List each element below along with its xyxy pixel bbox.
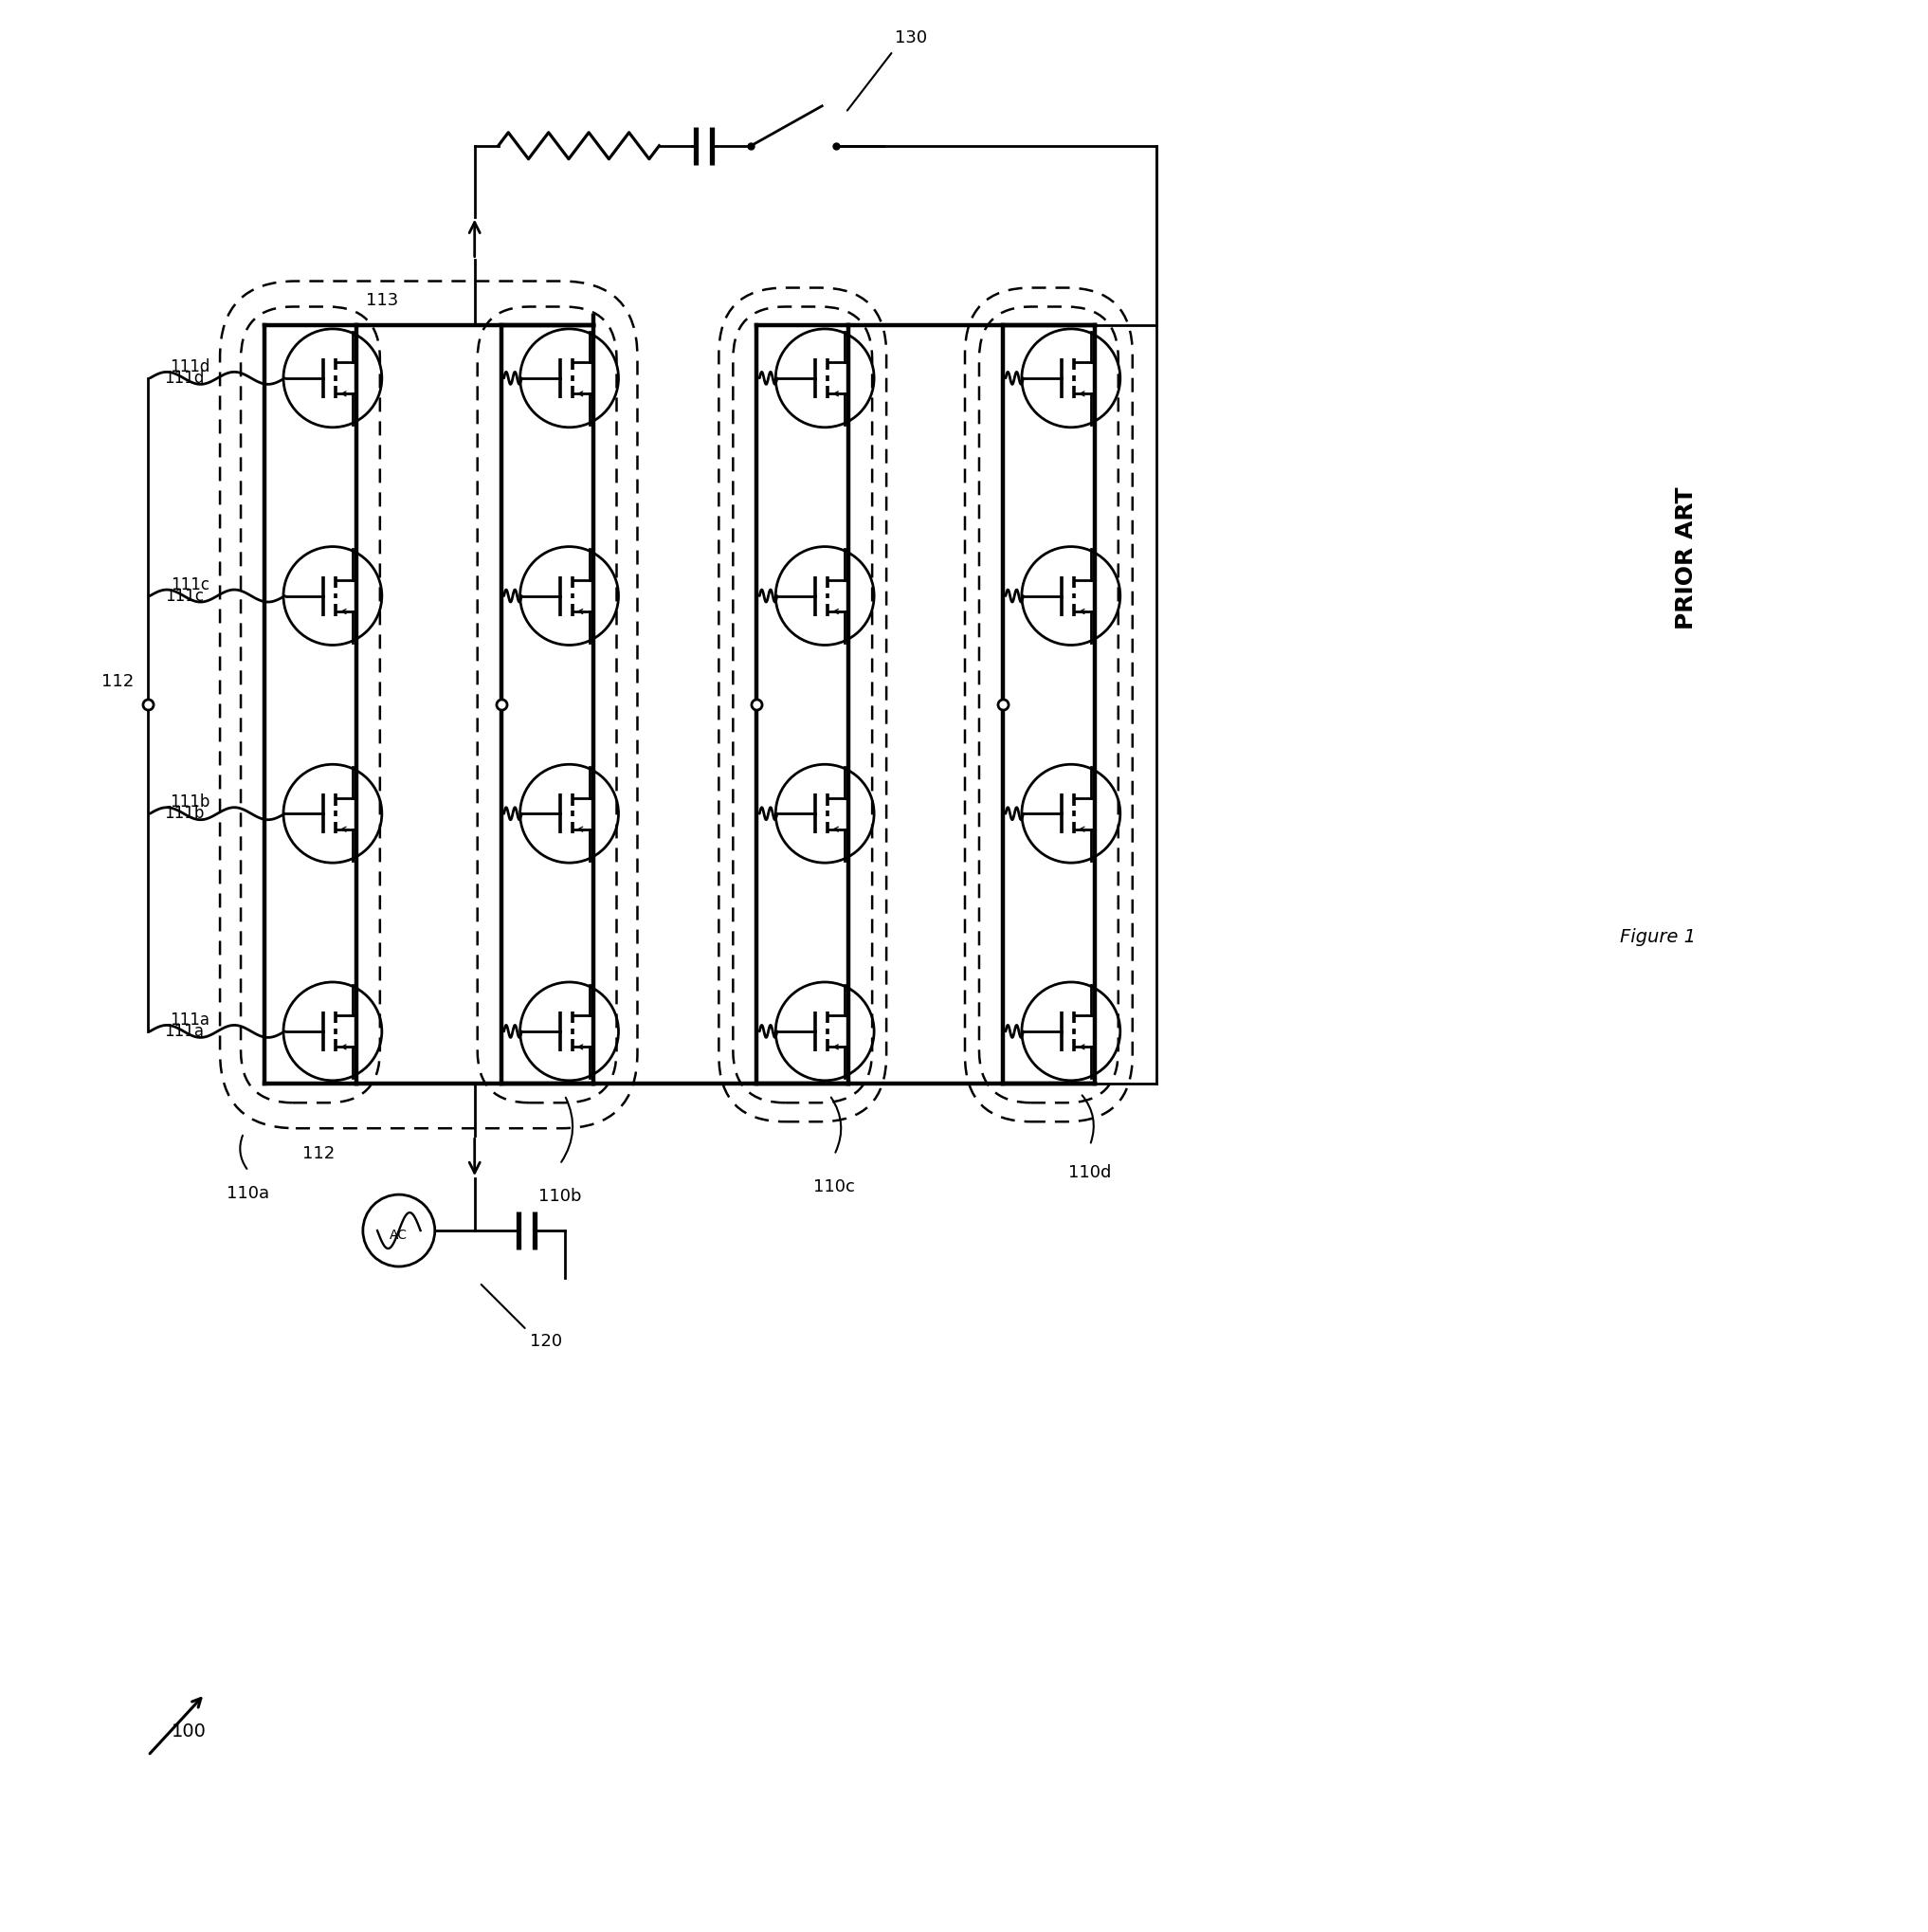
Text: 111b: 111b [164,806,204,823]
Text: 113: 113 [366,292,399,309]
Text: PRIOR ART: PRIOR ART [1675,487,1699,630]
Text: 120: 120 [530,1333,561,1350]
Text: 110b: 110b [538,1188,582,1206]
Text: 110a: 110a [228,1184,270,1202]
Text: 112: 112 [303,1146,335,1163]
Text: 111c: 111c [172,576,210,593]
Text: 111d: 111d [164,369,204,386]
Text: 100: 100 [172,1723,206,1741]
Text: AC: AC [389,1229,409,1242]
Text: 130: 130 [895,29,927,46]
Text: 111b: 111b [170,794,210,811]
Text: 111d: 111d [170,357,210,375]
Text: 111c: 111c [166,587,204,605]
Text: 110c: 110c [814,1179,856,1196]
Text: 110d: 110d [1068,1165,1111,1180]
Text: 111a: 111a [164,1022,204,1039]
Text: 111a: 111a [170,1012,210,1028]
Text: Figure 1: Figure 1 [1620,927,1697,945]
Text: 112: 112 [102,674,133,690]
